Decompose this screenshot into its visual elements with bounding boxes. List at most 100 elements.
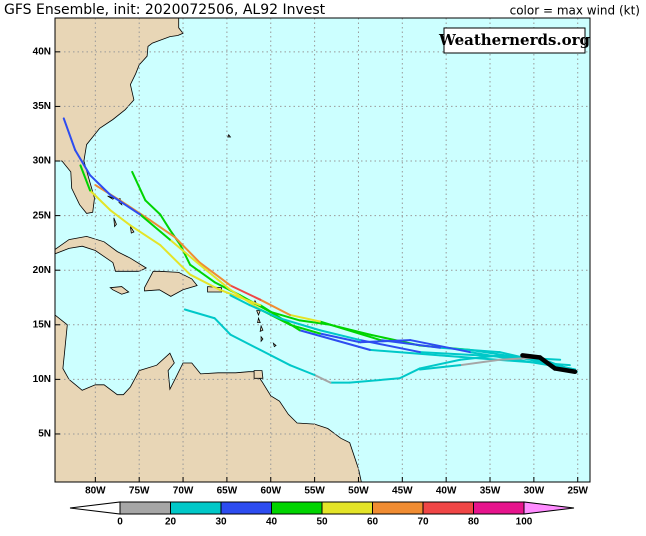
y-tick-label: 15N (33, 319, 51, 330)
x-tick-label: 70W (173, 486, 194, 497)
landmass (109, 286, 130, 295)
track-segment (318, 332, 362, 344)
track-segment (348, 377, 401, 384)
x-tick-label: 80W (85, 486, 106, 497)
track-segment (368, 348, 442, 357)
colorbar-label: 60 (367, 517, 379, 528)
track-segment (218, 288, 262, 307)
track-segment (198, 263, 232, 291)
track-segment (418, 358, 462, 370)
y-tick-label: 20N (33, 265, 51, 276)
landmass (227, 134, 232, 138)
landmass (256, 310, 261, 317)
colorbar-label: 100 (516, 517, 533, 528)
track-segment (179, 244, 192, 266)
track-segment (359, 339, 421, 354)
colorbar-swatch (170, 501, 222, 515)
x-tick-label: 30W (524, 486, 545, 497)
colorbar-swatch (119, 501, 171, 515)
x-tick-label: 65W (217, 486, 238, 497)
colorbar-label: 0 (117, 517, 123, 528)
track-segment (298, 329, 371, 351)
track-segment (189, 273, 221, 291)
landmass (113, 217, 117, 228)
colorbar-swatch (473, 501, 525, 515)
track-segment (159, 244, 192, 276)
track-segment (537, 355, 558, 371)
track-segment (478, 354, 562, 361)
track-segment (159, 213, 171, 231)
track-segment (174, 236, 201, 264)
track-segment (168, 238, 201, 266)
colorbar-label: 50 (316, 517, 328, 528)
track-segment (318, 329, 362, 342)
colorbar-swatch (372, 501, 424, 515)
track-segment (144, 199, 162, 216)
x-tick-label: 25W (567, 486, 588, 497)
landmass (144, 270, 198, 297)
track-segment (129, 224, 162, 247)
track-segment (148, 218, 177, 239)
track-layer (62, 117, 578, 384)
track-segment (278, 317, 321, 332)
landmass (130, 226, 135, 234)
track-segment (418, 351, 481, 357)
colorbar-swatch (321, 501, 373, 515)
track-segment (398, 367, 421, 380)
track-segment (289, 313, 321, 323)
map-frame (54, 17, 591, 483)
track-segment (139, 213, 171, 241)
landmass (259, 324, 264, 332)
track-segment (259, 298, 292, 316)
x-tick-label: 75W (129, 486, 150, 497)
colorbar-label: 30 (215, 517, 227, 528)
colorbar-label: 20 (165, 517, 177, 528)
colorbar-label: 40 (266, 517, 278, 528)
x-tick-label: 40W (436, 486, 457, 497)
track-segment (109, 193, 142, 216)
track-segment (198, 261, 232, 287)
track-segment (62, 117, 77, 152)
landmass (55, 314, 362, 482)
y-tick-label: 25N (33, 210, 51, 221)
y-tick-label: 35N (33, 101, 51, 112)
track-segment (313, 374, 332, 384)
track-segment (268, 310, 301, 322)
colorbar-label: 70 (417, 517, 429, 528)
track-segment (552, 366, 578, 374)
watermark: Weathernerds.org (438, 31, 591, 49)
colorbar-label: 80 (468, 517, 480, 528)
track-segment (213, 317, 232, 336)
x-tick-label: 55W (304, 486, 325, 497)
track-segment (520, 353, 543, 360)
x-tick-label: 50W (348, 486, 369, 497)
track-segment (89, 174, 112, 196)
track-segment (418, 364, 462, 371)
track-segment (74, 149, 92, 177)
track-segment (248, 304, 281, 320)
track-segment (131, 170, 147, 202)
colorbar-swatch (271, 501, 323, 515)
colorbar-over (523, 501, 575, 515)
colorbar-under (69, 501, 121, 515)
track-segment (229, 284, 262, 301)
track-segment (259, 348, 292, 367)
track-segment (229, 333, 262, 351)
landmass (107, 195, 115, 200)
x-tick-label: 45W (392, 486, 413, 497)
y-tick-label: 10N (33, 374, 51, 385)
landmass (272, 342, 277, 348)
track-segment (79, 164, 92, 192)
colorbar: 0 20 30 40 50 60 70 80 100 (69, 501, 575, 528)
y-tick-label: 5N (38, 429, 51, 440)
landmass (55, 18, 184, 214)
track-segment (89, 189, 112, 212)
landmass (260, 335, 264, 343)
track-segment (409, 339, 471, 354)
landmass (257, 316, 261, 324)
track-segment (229, 294, 251, 307)
track-segment (183, 308, 216, 320)
landmass (55, 235, 148, 272)
